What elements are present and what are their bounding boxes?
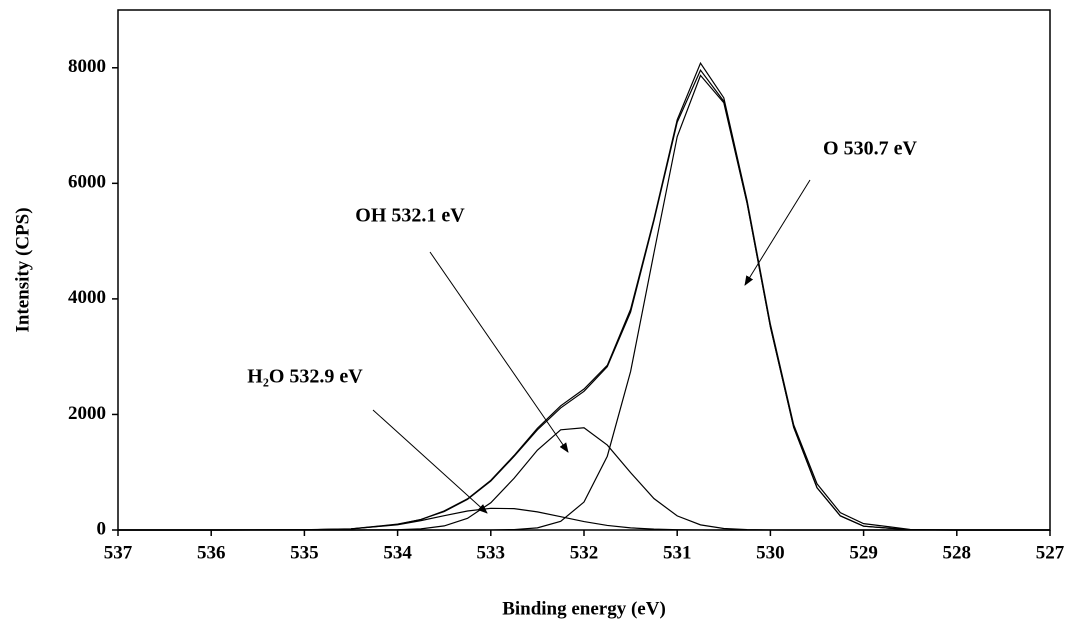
y-tick-label: 4000 xyxy=(68,287,106,308)
y-tick-label: 8000 xyxy=(68,56,106,77)
x-tick-label: 532 xyxy=(570,542,599,563)
y-axis-title: Intensity (CPS) xyxy=(12,207,33,332)
x-axis-title: Binding energy (eV) xyxy=(502,598,666,619)
arrow xyxy=(429,251,569,453)
spectrum-line xyxy=(118,74,1050,531)
x-tick-label: 530 xyxy=(756,542,785,563)
y-tick-label: 2000 xyxy=(68,403,106,424)
x-tick-label: 535 xyxy=(290,542,319,563)
annotation: O 530.7 eV xyxy=(823,138,917,160)
y-tick-label: 6000 xyxy=(68,172,106,193)
x-tick-label: 528 xyxy=(943,542,972,563)
spectrum-line xyxy=(118,427,1050,531)
annotation: H₂O 532.9 eV xyxy=(247,366,363,388)
x-tick-label: 531 xyxy=(663,542,692,563)
x-tick-label: 534 xyxy=(383,542,412,563)
y-tick-label: 0 xyxy=(97,518,107,539)
spectrum-line xyxy=(118,61,1050,531)
x-tick-label: 533 xyxy=(477,542,506,563)
arrow xyxy=(372,409,488,514)
annotation: OH 532.1 eV xyxy=(355,205,465,227)
plot-frame xyxy=(117,9,1051,531)
spectrum-line xyxy=(118,507,1050,531)
x-tick-label: 537 xyxy=(104,542,133,563)
arrow xyxy=(744,179,811,286)
x-tick-label: 536 xyxy=(197,542,226,563)
x-tick-label: 529 xyxy=(849,542,878,563)
x-tick-label: 527 xyxy=(1036,542,1065,563)
